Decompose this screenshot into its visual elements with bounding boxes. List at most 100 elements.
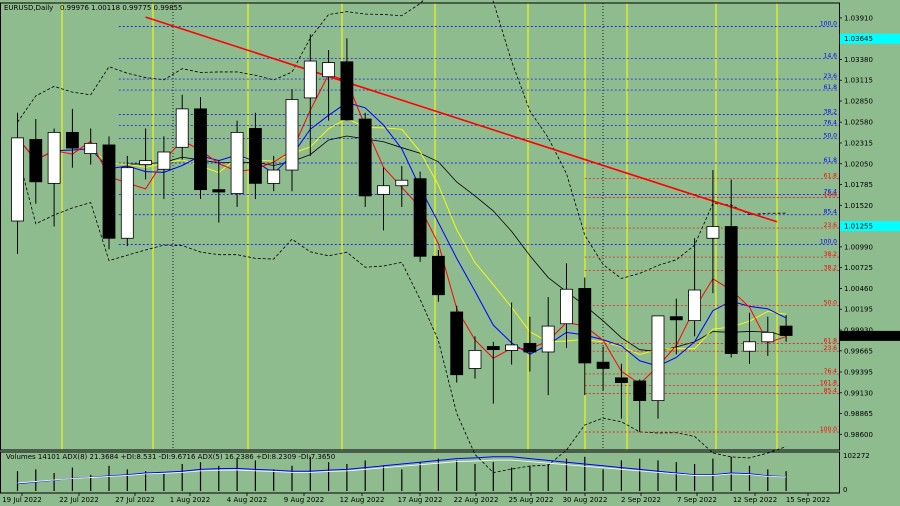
y-tick-label: 1.03380: [844, 56, 873, 64]
bull-candle: [560, 288, 573, 325]
bull-candle: [157, 151, 171, 170]
fib-red-label: 61.8: [824, 337, 838, 344]
y-tick-label: 1.00725: [844, 264, 873, 272]
y-tick-label: 1.02580: [844, 119, 873, 127]
bear-candle: [578, 288, 592, 364]
fib-red-label: 76.4: [824, 368, 838, 375]
bull-candle: [743, 341, 756, 352]
bull-candle: [303, 60, 317, 99]
y-tick-label: 0.99665: [844, 347, 873, 355]
y-tick-label: 0.98600: [844, 431, 873, 439]
x-tick-label: 7 Sep 2022: [677, 496, 717, 504]
y-tick-label: 1.02850: [844, 98, 873, 106]
fib-blue-label: 100.0: [820, 21, 837, 28]
x-tick-label: 9 Aug 2022: [284, 496, 324, 504]
fib-blue-label: 61.8: [824, 84, 838, 91]
fib-blue-label: 100.0: [820, 239, 837, 246]
bull-candle: [688, 289, 701, 322]
fib-blue-label: 14.6: [824, 53, 838, 60]
bear-candle: [450, 311, 464, 376]
fib-red-label: 38.2: [824, 251, 838, 258]
adx-line-2: [17, 459, 787, 484]
bear-candle: [413, 178, 427, 257]
bear-candle: [615, 377, 628, 383]
bear-candle: [431, 255, 445, 296]
bull-candle: [47, 131, 61, 184]
indicator-min-label: 0: [843, 486, 847, 494]
bull-candle: [139, 160, 153, 165]
bear-candle: [102, 144, 116, 239]
bull-candle: [395, 179, 409, 187]
bull-candle: [377, 185, 390, 195]
y-tick-label: 1.02050: [844, 160, 873, 168]
x-tick-label: 12 Aug 2022: [340, 496, 385, 504]
lower-band: [17, 153, 787, 474]
current-price-tag: [840, 330, 900, 341]
bear-candle: [66, 131, 79, 149]
y-tick-label: 1.03115: [844, 77, 873, 85]
fib-red-label: 23.6: [824, 345, 838, 352]
price-tag-cyan-upper-text: 1.03645: [844, 35, 873, 43]
bear-candle: [340, 61, 354, 121]
y-tick-label: 1.00460: [844, 285, 873, 293]
y-tick-label: 1.00195: [844, 306, 873, 314]
x-tick-label: 4 Aug 2022: [227, 496, 267, 504]
fib-red-label: 85.4: [824, 388, 838, 395]
symbol-label: EURUSD,Daily: [4, 4, 53, 12]
price-tag-cyan-upper: [840, 33, 900, 44]
y-tick-label: 0.99130: [844, 389, 873, 397]
fib-blue-label: 76.4: [824, 188, 838, 195]
bull-candle: [706, 226, 720, 239]
bull-candle: [120, 167, 134, 239]
x-tick-label: 17 Aug 2022: [398, 496, 443, 504]
x-tick-label: 19 Jul 2022: [2, 496, 42, 504]
bull-candle: [505, 344, 519, 351]
ohlc-label: 0.99976 1.00118 0.99775 0.99855: [60, 4, 182, 12]
bear-candle: [596, 361, 610, 369]
x-tick-label: 27 Jul 2022: [115, 496, 155, 504]
indicator-max-label: 102272: [843, 452, 870, 460]
fib-blue-label: 23.6: [824, 73, 838, 80]
bull-candle: [285, 99, 299, 171]
current-price-tag-text: 0.99855: [844, 332, 873, 340]
y-tick-label: 1.03910: [844, 14, 873, 22]
fib-blue-label: 61.8: [824, 157, 838, 164]
adx-line: [17, 456, 787, 485]
fib-red-label: 23.6: [824, 222, 838, 229]
y-tick-label: 0.99395: [844, 368, 873, 376]
bull-candle: [230, 131, 244, 194]
y-tick-label: 1.00990: [844, 243, 873, 251]
fib-red-label: 61.8: [824, 173, 838, 180]
x-tick-label: 22 Jul 2022: [59, 496, 99, 504]
bull-candle: [84, 142, 98, 154]
bear-candle: [523, 342, 537, 353]
bear-candle: [194, 108, 207, 191]
bear-candle: [29, 139, 43, 183]
fib-blue-label: 50.0: [824, 133, 838, 140]
price-tag-cyan: [840, 221, 900, 232]
x-tick-label: 15 Sep 2022: [786, 496, 830, 504]
bull-candle: [267, 169, 281, 184]
fib-red-label: 38.2: [824, 264, 838, 271]
bull-candle: [541, 325, 555, 353]
y-tick-label: 1.02315: [844, 139, 873, 147]
bull-candle: [175, 108, 189, 148]
bear-candle: [779, 325, 793, 336]
fib-red-label: 161.8: [820, 380, 837, 387]
fib-blue-label: 85.4: [824, 209, 838, 216]
bull-candle: [468, 350, 482, 369]
y-tick-label: 0.99930: [844, 327, 873, 335]
fib-red-label: 14.6: [824, 191, 838, 198]
x-tick-label: 1 Aug 2022: [170, 496, 210, 504]
bear-candle: [358, 118, 372, 197]
bull-candle: [761, 331, 775, 343]
y-tick-label: 1.01785: [844, 181, 873, 189]
fib-blue-label: 76.4: [824, 119, 838, 126]
bear-candle: [248, 128, 262, 184]
fib-red-label: 50.0: [824, 300, 838, 307]
bull-candle: [651, 315, 665, 401]
bull-candle: [11, 137, 24, 222]
price-tag-cyan-text: 1.01255: [844, 223, 873, 231]
bear-candle: [724, 226, 738, 354]
x-tick-label: 22 Aug 2022: [454, 496, 499, 504]
